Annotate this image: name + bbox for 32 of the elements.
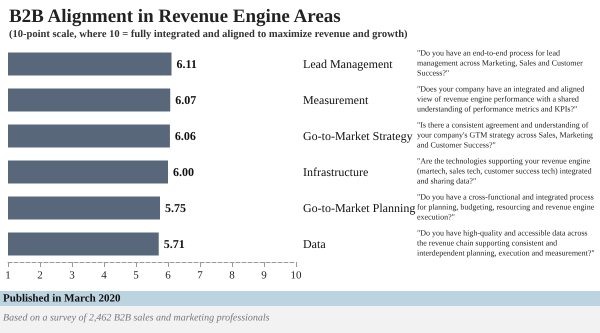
text: "Does your company have an integrated and aligned view of revenue engine performance with a shared understanding of performance metrics and KPIs?": [417, 84, 586, 114]
text: "Do you have high-quality and accessible data across the revenue chain supporting consistent and interdependent planning, execution and measurement?": [417, 228, 595, 258]
x-tick-label: 2: [37, 270, 43, 282]
chart-subtitle: (10-point scale, where 10 = fully integrated and aligned to maximize revenue and growth): [9, 29, 408, 40]
y-tick-label: Go-to-Market Strategy: [303, 129, 413, 143]
data-label: 6.07: [175, 93, 196, 107]
text: "Do you have a cross-functional and integrated process for planning, budgeting, resourcing and revenue engine execution?": [417, 192, 596, 222]
text: Published in March 2020: [3, 292, 121, 304]
x-tick-label: 8: [229, 270, 236, 282]
data-label: 6.11: [176, 57, 197, 71]
text: "Are the technologies supporting your revenue engine (martech, sales tech, customer success tech) integrated and sharing data?": [417, 156, 594, 186]
y-tick-label: Lead Management: [303, 57, 394, 71]
data-label: 6.00: [173, 165, 194, 179]
data-label: 6.06: [174, 129, 196, 143]
text: "Do you have an end-to-end process for lead management across Marketing, Sales and Customer Success?": [417, 48, 585, 78]
y-tick-label: Measurement: [303, 93, 369, 107]
x-tick-label: 3: [69, 270, 76, 282]
x-tick-label: 4: [101, 270, 108, 282]
x-tick-label: 7: [197, 270, 204, 282]
y-tick-label: Data: [303, 237, 326, 251]
x-tick-label: 9: [261, 270, 268, 282]
text: Based on a survey of 2,462 B2B sales and marketing professionals: [3, 312, 270, 324]
x-tick-label: 6: [165, 270, 172, 282]
data-label: 5.71: [164, 237, 185, 251]
x-tick-label: 5: [133, 270, 140, 282]
data-label: 5.75: [165, 201, 186, 215]
chart-title: B2B Alignment in Revenue Engine Areas: [9, 6, 341, 27]
text: "Is there a consistent agreement and understanding of your company's GTM strategy across Sales, Marketing and Customer Success?": [417, 120, 595, 150]
x-tick-label: 10: [290, 270, 302, 282]
y-tick-label: Infrastructure: [303, 165, 368, 179]
y-tick-label: Go-to-Market Planning: [303, 201, 416, 215]
x-tick-label: 1: [5, 270, 11, 282]
